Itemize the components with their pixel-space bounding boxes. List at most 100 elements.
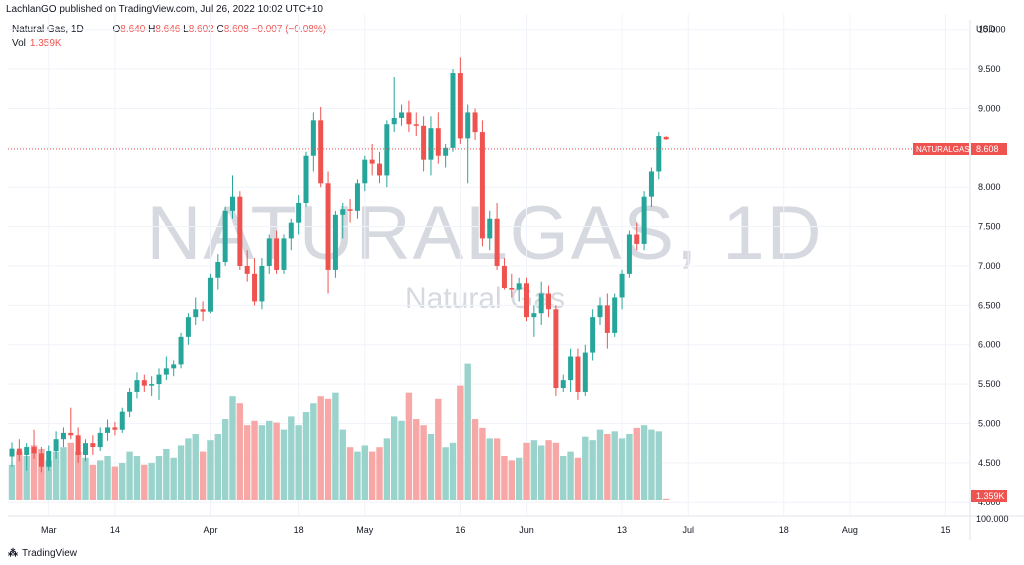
candle-body bbox=[222, 210, 228, 263]
candle-body bbox=[648, 171, 654, 197]
candles bbox=[9, 57, 669, 473]
volume-bar bbox=[133, 456, 141, 500]
volume-bar bbox=[177, 445, 185, 500]
volume-bar bbox=[244, 425, 251, 500]
volume-bar bbox=[170, 457, 177, 500]
candle-body bbox=[141, 380, 147, 386]
candle-body bbox=[347, 209, 353, 211]
candle-body bbox=[193, 309, 199, 318]
volume-bar bbox=[648, 429, 655, 500]
candle-body bbox=[604, 305, 610, 333]
price-tick-label: 9.500 bbox=[978, 64, 1001, 74]
volume-label[interactable]: Vol bbox=[12, 38, 26, 49]
volume-bar bbox=[163, 448, 170, 500]
time-tick-label: Jun bbox=[519, 525, 534, 535]
volume-bar bbox=[596, 429, 604, 500]
candle-body bbox=[340, 209, 346, 215]
candle-body bbox=[266, 238, 272, 266]
volume-bar bbox=[442, 447, 449, 500]
volume-bar bbox=[398, 420, 405, 500]
time-tick-label: Jul bbox=[682, 525, 694, 535]
candle-body bbox=[487, 218, 493, 239]
time-tick-label: 15 bbox=[940, 525, 950, 535]
volume-bar bbox=[141, 464, 148, 500]
volume-bar bbox=[8, 464, 16, 500]
candle-body bbox=[362, 159, 368, 184]
candle-body bbox=[619, 273, 625, 298]
volume-bar bbox=[383, 438, 391, 500]
candle-body bbox=[377, 163, 382, 176]
volume-bar bbox=[464, 363, 471, 500]
candle-body bbox=[568, 356, 574, 381]
candle-body bbox=[318, 120, 324, 184]
volume-bar bbox=[567, 451, 574, 500]
volume-bar bbox=[346, 447, 354, 500]
volume-bar bbox=[67, 442, 74, 500]
time-tick-label: Apr bbox=[203, 525, 217, 535]
candle-body bbox=[252, 273, 258, 302]
volume-bar bbox=[589, 440, 596, 500]
candle-body bbox=[457, 73, 463, 139]
volume-bar bbox=[662, 498, 670, 500]
last-price-tag bbox=[971, 143, 1007, 155]
candle-body bbox=[494, 218, 500, 266]
volume-bar bbox=[266, 420, 273, 500]
price-tick-label: 6.500 bbox=[978, 300, 1001, 310]
candle-body bbox=[53, 439, 59, 452]
candle-body bbox=[207, 277, 213, 312]
candle-body bbox=[443, 147, 449, 156]
volume-bar bbox=[626, 434, 633, 500]
candle-body bbox=[516, 283, 522, 290]
time-tick-label: 18 bbox=[779, 525, 789, 535]
candle-body bbox=[112, 427, 118, 430]
volume-bar bbox=[236, 403, 244, 500]
volume-bar bbox=[192, 434, 199, 500]
candle-body bbox=[546, 293, 552, 310]
candle-body bbox=[105, 427, 111, 433]
candle-body bbox=[626, 234, 632, 274]
volume-bar bbox=[214, 434, 221, 500]
candle-body bbox=[560, 380, 566, 389]
volume-bar bbox=[148, 463, 155, 500]
candle-body bbox=[156, 374, 162, 385]
candle-body bbox=[60, 432, 66, 440]
candle-body bbox=[656, 136, 662, 172]
published-info: LachlanGO published on TradingView.com, … bbox=[6, 4, 323, 15]
volume-bar bbox=[582, 436, 589, 500]
price-tick-label: 7.500 bbox=[978, 222, 1001, 232]
candle-body bbox=[634, 234, 640, 244]
candle-body bbox=[200, 309, 206, 312]
volume-bar bbox=[317, 396, 324, 500]
candle-body bbox=[472, 112, 478, 133]
volume-bar bbox=[111, 466, 119, 500]
price-tick-label: 10.000 bbox=[978, 25, 1006, 35]
candle-body bbox=[509, 288, 515, 290]
volume-bar bbox=[119, 463, 126, 500]
candle-body bbox=[435, 128, 441, 156]
candle-body bbox=[590, 317, 596, 353]
volume-legend: Vol 1.359K bbox=[12, 38, 62, 49]
volume-bar bbox=[258, 425, 266, 500]
price-tick-label: 7.000 bbox=[978, 261, 1001, 271]
candle-body bbox=[31, 447, 37, 454]
time-tick-label: 18 bbox=[294, 525, 304, 535]
volume-bars bbox=[8, 363, 670, 500]
volume-bar bbox=[361, 445, 368, 500]
candle-body bbox=[90, 443, 96, 448]
volume-bar bbox=[199, 451, 207, 500]
candle-body bbox=[303, 155, 309, 203]
candle-body bbox=[531, 313, 537, 318]
volume-bar bbox=[633, 427, 640, 500]
candle-body bbox=[553, 309, 559, 389]
brand-footer: ⁂ TradingView bbox=[8, 548, 77, 559]
candle-body bbox=[274, 238, 280, 270]
volume-bar bbox=[45, 460, 52, 500]
volume-bar bbox=[30, 445, 38, 500]
volume-value: 1.359K bbox=[29, 38, 62, 49]
candle-body bbox=[501, 265, 507, 289]
volume-bar bbox=[207, 440, 214, 500]
candle-body bbox=[75, 435, 81, 455]
volume-bar bbox=[74, 451, 82, 500]
volume-bar bbox=[60, 447, 67, 500]
